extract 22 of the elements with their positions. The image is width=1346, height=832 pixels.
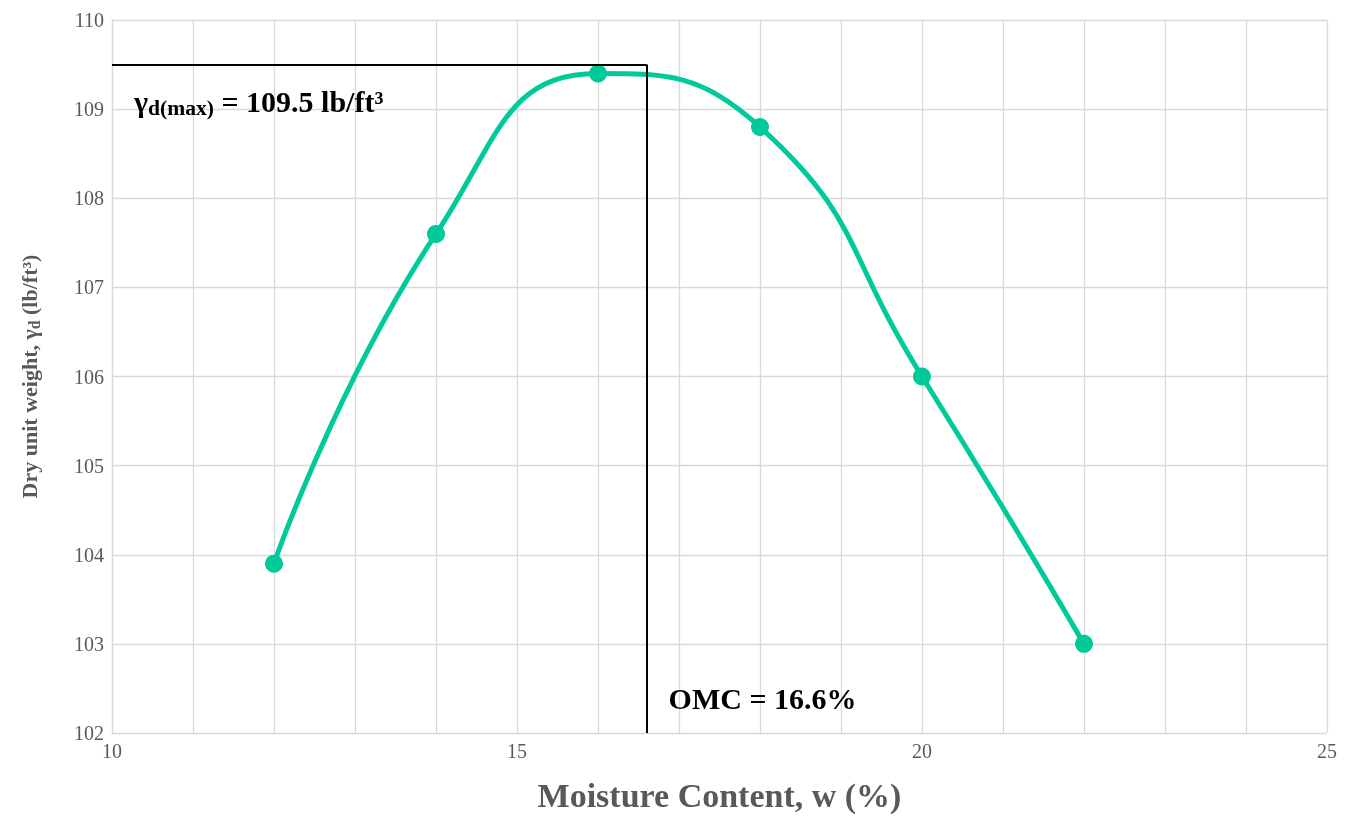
ref-line-label: OMC = 16.6% — [668, 681, 857, 715]
y-tick-label: 102 — [74, 722, 104, 744]
point — [913, 367, 931, 386]
point — [1075, 634, 1093, 653]
point — [589, 64, 607, 83]
y-tick-label: 105 — [74, 454, 104, 477]
y-tick-label: 104 — [74, 543, 104, 566]
y-axis-title: Dry unit weight, γd (lb/ft³) — [16, 254, 43, 499]
point — [265, 554, 283, 573]
x-axis-title: Moisture Content, w (%) — [537, 776, 902, 815]
y-tick-label: 106 — [74, 365, 104, 388]
x-tick-label: 10 — [102, 740, 122, 762]
y-tick-label: 107 — [74, 276, 104, 299]
x-tick-label: 20 — [912, 740, 932, 762]
y-tick-label: 103 — [74, 632, 104, 655]
point — [427, 224, 445, 243]
x-tick-label: 25 — [1317, 740, 1337, 762]
x-tick-label: 15 — [507, 740, 527, 762]
point — [751, 117, 769, 136]
y-tick-label: 109 — [74, 98, 104, 121]
y-tick-label: 110 — [74, 9, 104, 31]
y-tick-label: 108 — [74, 187, 104, 210]
